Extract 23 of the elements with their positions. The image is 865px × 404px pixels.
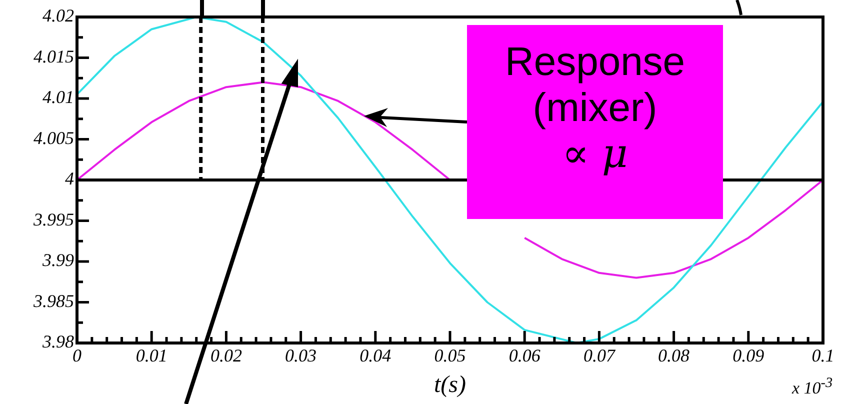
annotation: Response (mixer) ∝ μ: [467, 25, 723, 219]
x-tick-label: 0.08: [658, 346, 690, 366]
x-tick-label: 0.1: [812, 346, 834, 366]
y-tick-label: 4.015: [34, 46, 74, 66]
y-tick-label: 4.02: [42, 6, 74, 26]
y-tick-label: 3.98: [42, 332, 74, 352]
x-tick-label: 0.01: [136, 346, 168, 366]
y-tick-label: 3.985: [32, 290, 74, 311]
x-tick-label: 0.07: [583, 346, 616, 366]
x-axis-title: t(s): [434, 372, 466, 398]
y-tick-label: 3.99: [42, 250, 74, 270]
x-tick-label: 0: [72, 346, 82, 366]
x-tick-label: 0.09: [732, 346, 764, 366]
x-tick-label: 0.06: [508, 346, 540, 366]
y-tick-label: 3.995: [32, 209, 74, 230]
y-tick-label: 4: [65, 168, 74, 189]
x-tick-label: 0.05: [434, 346, 466, 366]
text: x 10$^{-3}$: [792, 375, 833, 399]
x-tick-label: 0.02: [210, 346, 242, 366]
y-tick-label: 4.01: [42, 87, 74, 108]
y-tick-label: 4.005: [34, 128, 74, 148]
x-tick-label: 0.04: [360, 346, 392, 366]
x-tick-label: 0.03: [285, 346, 317, 366]
